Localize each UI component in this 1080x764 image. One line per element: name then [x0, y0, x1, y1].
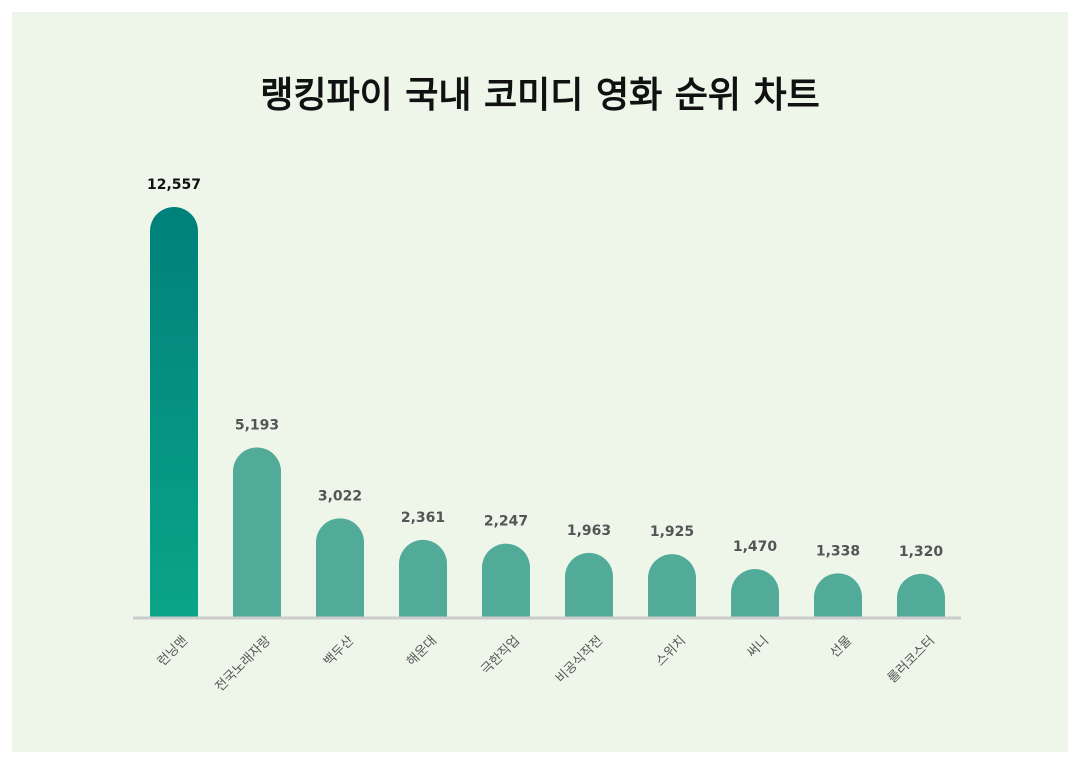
bar-3 [316, 518, 364, 617]
category-label: 해운대 [404, 633, 440, 669]
value-label: 1,963 [567, 523, 611, 539]
category-label: 극한직업 [479, 633, 523, 677]
category-label: 써니 [745, 633, 773, 661]
category-label: 백두산 [321, 633, 357, 669]
bar-8 [731, 569, 780, 617]
category-label: 스위치 [653, 633, 689, 669]
bar-4 [399, 539, 447, 617]
value-label: 1,925 [650, 524, 694, 540]
category-label: 비공식작전 [553, 633, 606, 686]
value-label: 1,338 [816, 543, 860, 559]
value-label: 3,022 [318, 488, 362, 504]
value-label: 2,361 [401, 510, 445, 526]
value-label: 1,320 [899, 544, 944, 560]
bar-9 [814, 573, 862, 617]
bar-6 [565, 552, 613, 617]
category-label: 전국노래자랑 [213, 633, 274, 694]
category-label: 런닝맨 [155, 633, 191, 669]
bar-2 [233, 447, 281, 617]
bar-1 [150, 207, 198, 617]
bar-10 [897, 573, 945, 617]
bar-5 [482, 543, 530, 617]
value-label: 2,247 [484, 514, 528, 530]
value-label: 5,193 [235, 417, 279, 433]
category-label: 롤러코스터 [885, 633, 938, 686]
value-label: 12,557 [147, 177, 201, 193]
chart-title: 랭킹파이 국내 코미디 영화 순위 차트 [260, 75, 820, 116]
value-label: 1,470 [733, 539, 778, 555]
bar-7 [648, 554, 696, 617]
category-label: 선물 [828, 633, 856, 661]
